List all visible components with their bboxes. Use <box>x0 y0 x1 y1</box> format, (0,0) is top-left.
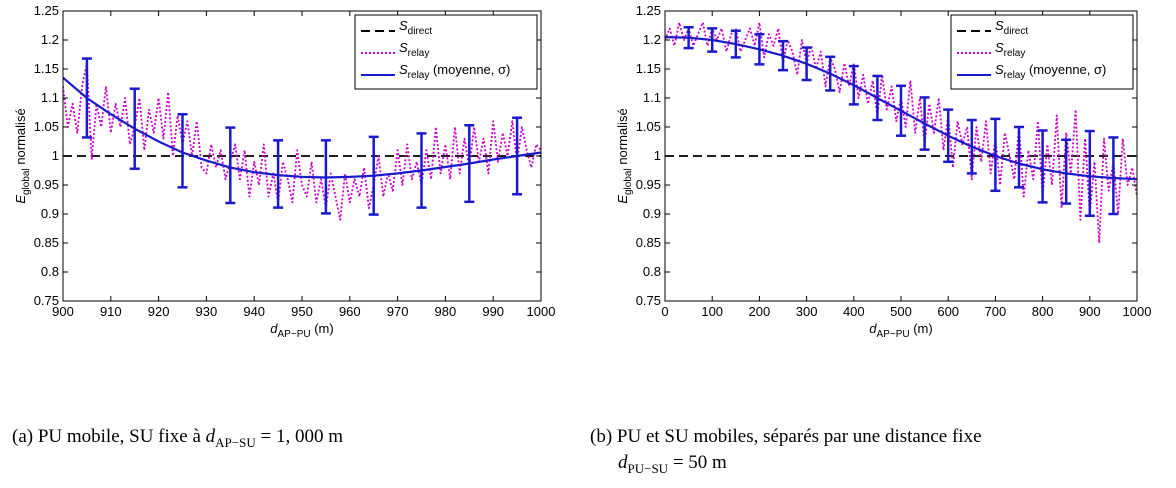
y-tick-label: 0.75 <box>34 293 59 308</box>
legend-entry: Srelay (moyenne, σ) <box>995 62 1106 81</box>
y-tick-label: 0.8 <box>41 264 59 279</box>
x-tick-label: 400 <box>843 304 865 319</box>
x-tick-label: 800 <box>1032 304 1054 319</box>
x-tick-label: 100 <box>701 304 723 319</box>
caption-b-line1: (b) PU et SU mobiles, séparés par une di… <box>590 426 982 447</box>
x-axis-label: dAP−PU (m) <box>270 321 333 340</box>
x-tick-label: 930 <box>196 304 218 319</box>
x-tick-label: 900 <box>1079 304 1101 319</box>
x-tick-label: 200 <box>749 304 771 319</box>
y-tick-label: 1.1 <box>41 90 59 105</box>
x-tick-label: 970 <box>387 304 409 319</box>
legend-entry: Sdirect <box>995 18 1028 37</box>
x-tick-label: 1000 <box>1123 304 1152 319</box>
y-tick-label: 0.95 <box>34 177 59 192</box>
y-tick-label: 0.9 <box>643 206 661 221</box>
x-tick-label: 940 <box>243 304 265 319</box>
y-tick-label: 0.85 <box>34 235 59 250</box>
caption-b-suffix: = 50 m <box>668 452 727 473</box>
chart-b: 0 100 200 300 400 500 600 700 800 900 1000 0.75 0.8 0… <box>615 3 1152 340</box>
y-tick-label: 1.15 <box>636 61 661 76</box>
y-tick-label: 0.9 <box>41 206 59 221</box>
y-axis-label: Eglobal normalisé <box>615 108 634 203</box>
y-tick-label: 0.85 <box>636 235 661 250</box>
x-tick-label: 910 <box>100 304 122 319</box>
legend-entry: Sdirect <box>399 18 432 37</box>
x-axis-label: dAP−PU (m) <box>869 321 932 340</box>
chart-panel-a: 900 910 920 930 940 950 960 970 980 990 1000 0.75 0.… <box>12 3 556 456</box>
x-tick-label: 500 <box>890 304 912 319</box>
y-tick-label: 1.25 <box>636 3 661 18</box>
x-tick-label: 990 <box>482 304 504 319</box>
series-line-solid <box>63 76 541 179</box>
caption-b: (b) PU et SU mobiles, séparés par une di… <box>590 424 982 482</box>
y-tick-label: 1.2 <box>643 32 661 47</box>
y-tick-label: 1 <box>654 148 661 163</box>
y-tick-label: 1.15 <box>34 61 59 76</box>
y-tick-label: 0.95 <box>636 177 661 192</box>
caption-b-line2: dPU−SU = 50 m <box>590 450 982 482</box>
x-tick-label: 600 <box>937 304 959 319</box>
y-tick-label: 1 <box>52 148 59 163</box>
series-line-dotted <box>665 21 1137 244</box>
series-group <box>63 57 541 221</box>
legend-entry: Srelay <box>399 40 429 59</box>
x-tick-label: 700 <box>985 304 1007 319</box>
x-tick-label: 980 <box>435 304 457 319</box>
legend-entry: Srelay (moyenne, σ) <box>399 62 510 81</box>
caption-b-sub: PU−SU <box>627 460 669 476</box>
y-tick-label: 0.75 <box>636 293 661 308</box>
y-tick-label: 1.2 <box>41 32 59 47</box>
y-tick-label: 1.25 <box>34 3 59 18</box>
caption-a-text: (a) PU mobile, SU fixe à <box>12 426 206 447</box>
x-tick-label: 960 <box>339 304 361 319</box>
y-tick-label: 0.8 <box>643 264 661 279</box>
y-tick-label: 1.1 <box>643 90 661 105</box>
x-tick-label: 0 <box>661 304 668 319</box>
caption-a-var: d <box>205 426 216 447</box>
x-tick-label: 900 <box>52 304 74 319</box>
y-axis-label: Eglobal normalisé <box>13 108 32 203</box>
caption-a-sub: AP−SU <box>215 434 256 450</box>
y-tick-label: 1.05 <box>636 119 661 134</box>
caption-a-suffix: = 1, 000 m <box>255 426 343 447</box>
legend-entry: Srelay <box>995 40 1025 59</box>
y-tick-label: 1.05 <box>34 119 59 134</box>
chart-a: 900 910 920 930 940 950 960 970 980 990 1000 0.75 0.… <box>13 3 556 340</box>
x-tick-label: 300 <box>796 304 818 319</box>
series-line-dotted <box>63 62 541 221</box>
x-tick-label: 920 <box>148 304 170 319</box>
caption-a: (a) PU mobile, SU fixe à dAP−SU = 1, 000… <box>12 424 343 456</box>
x-tick-label: 950 <box>291 304 313 319</box>
chart-panel-b: 0 100 200 300 400 500 600 700 800 900 1000 0.75 0.8 0… <box>588 0 1176 488</box>
caption-b-var: d <box>618 452 628 473</box>
x-tick-label: 1000 <box>527 304 556 319</box>
series-group <box>665 21 1137 244</box>
